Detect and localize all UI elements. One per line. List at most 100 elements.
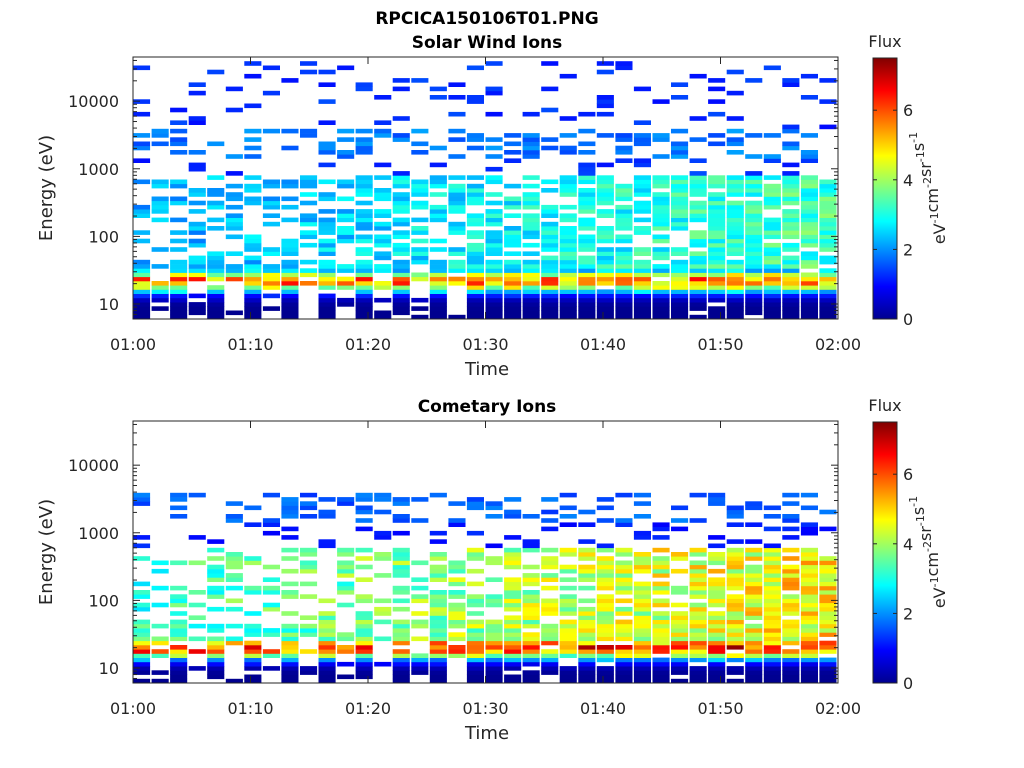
heatmap-cell — [745, 310, 763, 316]
heatmap-cell — [578, 611, 596, 616]
heatmap-cell — [708, 497, 726, 502]
heatmap-cell — [318, 276, 336, 282]
heatmap-cell — [578, 238, 596, 244]
heatmap-cell — [504, 281, 522, 286]
heatmap-cell — [300, 183, 318, 189]
heatmap-cell — [782, 128, 800, 134]
heatmap-cell — [411, 204, 429, 210]
heatmap-cell — [133, 556, 151, 561]
heatmap-cell — [374, 128, 392, 134]
heatmap-cell — [411, 611, 429, 616]
heatmap-cell — [800, 674, 818, 680]
heatmap-cell — [541, 242, 559, 248]
heatmap-cell — [782, 564, 800, 570]
heatmap-cell — [559, 645, 577, 650]
heatmap-cell — [355, 645, 373, 650]
heatmap-cell — [429, 611, 447, 616]
heatmap-cell — [485, 268, 503, 273]
heatmap-cell — [745, 259, 763, 265]
heatmap-cell — [411, 657, 429, 663]
heatmap-cell — [708, 619, 726, 625]
heatmap-cell — [671, 259, 689, 265]
heatmap-cell — [559, 116, 577, 121]
heatmap-cell — [485, 602, 503, 608]
heatmap-cell — [300, 581, 318, 587]
heatmap-cell — [689, 632, 707, 637]
heatmap-cell — [615, 297, 633, 303]
heatmap-cell — [615, 268, 633, 273]
heatmap-cell — [559, 264, 577, 269]
heatmap-cell — [429, 552, 447, 557]
heatmap-cell — [559, 628, 577, 633]
heatmap-cell — [207, 556, 225, 561]
heatmap-cell — [244, 154, 262, 159]
heatmap-cell — [355, 183, 373, 189]
heatmap-cell — [133, 535, 151, 540]
heatmap-cell — [726, 585, 744, 591]
heatmap-cell — [374, 226, 392, 231]
heatmap-cell — [337, 568, 355, 574]
heatmap-cell — [429, 238, 447, 244]
heatmap-cell — [652, 619, 670, 625]
heatmap-cell — [559, 611, 577, 616]
heatmap-cell — [615, 611, 633, 616]
heatmap-cell — [763, 564, 781, 570]
heatmap-cell — [466, 547, 484, 553]
heatmap-cell — [170, 297, 188, 303]
heatmap-cell — [800, 179, 818, 185]
heatmap-cell — [745, 674, 763, 680]
heatmap-cell — [633, 285, 651, 290]
heatmap-cell — [466, 568, 484, 574]
heatmap-cell — [615, 628, 633, 633]
heatmap-cell — [170, 314, 188, 320]
heatmap-cell — [392, 217, 410, 223]
heatmap-cell — [392, 585, 410, 591]
heatmap-cell — [392, 573, 410, 578]
heatmap-cell — [596, 272, 614, 278]
heatmap-cell — [374, 285, 392, 290]
heatmap-cell — [429, 204, 447, 210]
heatmap-cell — [633, 568, 651, 574]
heatmap-cell — [782, 518, 800, 523]
heatmap-cell — [281, 310, 299, 316]
heatmap-cell — [355, 200, 373, 206]
heatmap-cell — [615, 285, 633, 290]
heatmap-cell — [615, 209, 633, 214]
heatmap-cell — [652, 649, 670, 654]
heatmap-cell — [355, 653, 373, 658]
heatmap-cell — [726, 306, 744, 311]
x-axis-label: Time — [464, 723, 509, 744]
heatmap-cell — [615, 623, 633, 629]
heatmap-cell — [300, 560, 318, 566]
heatmap-cell — [262, 590, 280, 595]
heatmap-cell — [596, 585, 614, 591]
heatmap-cell — [763, 615, 781, 620]
heatmap-cell — [466, 602, 484, 608]
heatmap-cell — [522, 234, 540, 240]
colorbar-label: Flux — [868, 32, 901, 51]
heatmap-cell — [671, 552, 689, 557]
axes: 01:00 01:10 01:20 01:30 01:40 01:50 02:0010100… — [68, 421, 861, 718]
heatmap-cell — [300, 649, 318, 654]
heatmap-cell — [652, 268, 670, 273]
heatmap-cell — [596, 289, 614, 294]
heatmap-cell — [782, 492, 800, 498]
heatmap-cell — [300, 268, 318, 273]
heatmap-cell — [559, 598, 577, 604]
heatmap-cell — [782, 276, 800, 282]
heatmap-cell — [337, 179, 355, 185]
heatmap-cell — [652, 293, 670, 299]
heatmap-cell — [633, 200, 651, 206]
heatmap-cell — [559, 678, 577, 684]
heatmap-cell — [281, 535, 299, 540]
heatmap-cell — [800, 628, 818, 633]
heatmap-cell — [225, 251, 243, 256]
heatmap-cell — [170, 497, 188, 502]
heatmap-cell — [819, 306, 837, 311]
heatmap-cell — [133, 661, 151, 667]
heatmap-cell — [726, 272, 744, 278]
heatmap-cell — [281, 501, 299, 506]
heatmap-cell — [318, 192, 336, 197]
heatmap-cell — [522, 539, 540, 544]
heatmap-cell — [522, 213, 540, 218]
